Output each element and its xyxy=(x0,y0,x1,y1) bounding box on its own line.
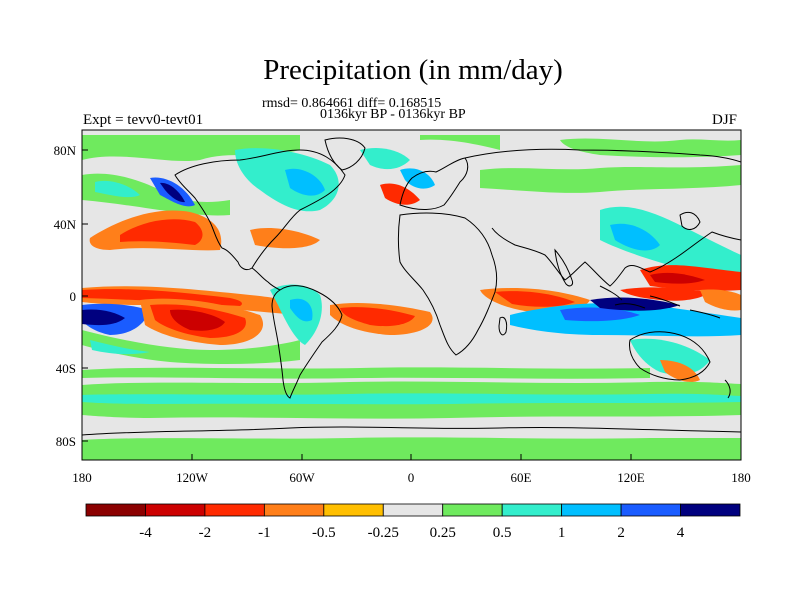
colorbar-swatch xyxy=(204,503,265,517)
precip-field xyxy=(82,135,741,460)
stats-line: rmsd= 0.864661 diff= 0.168515 xyxy=(262,96,442,111)
colorbar-label: 4 xyxy=(677,525,685,541)
map-title: Precipitation (in mm/day) xyxy=(263,54,563,86)
lat-tick-label: 40S xyxy=(56,361,76,376)
colorbar-label: -4 xyxy=(139,525,152,541)
colorbar-label: 1 xyxy=(558,525,566,541)
lon-tick-label: 60W xyxy=(289,470,315,485)
colorbar-label: -0.25 xyxy=(368,525,399,541)
colorbar-label: 0.25 xyxy=(430,525,456,541)
period-line: 0136kyr BP - 0136kyr BP xyxy=(320,107,466,122)
lon-tick-label: 120W xyxy=(176,470,209,485)
longitude-axis: 180 120W 60W 0 60E 120E 180 xyxy=(72,454,751,485)
colorbar-label: 2 xyxy=(617,525,625,541)
coastlines xyxy=(82,137,741,436)
lon-tick-label: 60E xyxy=(511,470,532,485)
colorbar-swatch xyxy=(561,503,622,517)
colorbar-swatch xyxy=(145,503,206,517)
colorbar-swatch xyxy=(382,503,444,517)
colorbar-swatch xyxy=(501,503,563,517)
colorbar-label: -0.5 xyxy=(312,525,336,541)
lon-tick-label: 0 xyxy=(408,470,415,485)
colorbar-swatch xyxy=(680,503,741,517)
season-label: DJF xyxy=(712,112,738,128)
colorbar-swatch xyxy=(620,503,681,517)
colorbar-label: 0.5 xyxy=(493,525,512,541)
colorbar-label: -1 xyxy=(258,525,271,541)
colorbar-swatch xyxy=(442,503,503,517)
colorbar-label: -2 xyxy=(199,525,212,541)
colorbar-swatch xyxy=(263,503,325,517)
experiment-label: Expt = tevv0-tevt01 xyxy=(83,112,204,128)
lat-tick-label: 40N xyxy=(54,217,77,232)
lon-tick-label: 180 xyxy=(72,470,92,485)
lon-tick-label: 180 xyxy=(731,470,751,485)
colorbar-swatch xyxy=(85,503,146,517)
colorbar-swatch xyxy=(323,503,384,517)
lat-tick-label: 0 xyxy=(70,289,77,304)
colorbar: -4 -2 -1 -0.5 -0.25 0.25 0.5 1 2 4 xyxy=(85,503,741,541)
latitude-axis: 80N 40N 0 40S 80S xyxy=(54,143,88,449)
lat-tick-label: 80S xyxy=(56,434,76,449)
lon-tick-label: 120E xyxy=(617,470,645,485)
lat-tick-label: 80N xyxy=(54,143,77,158)
